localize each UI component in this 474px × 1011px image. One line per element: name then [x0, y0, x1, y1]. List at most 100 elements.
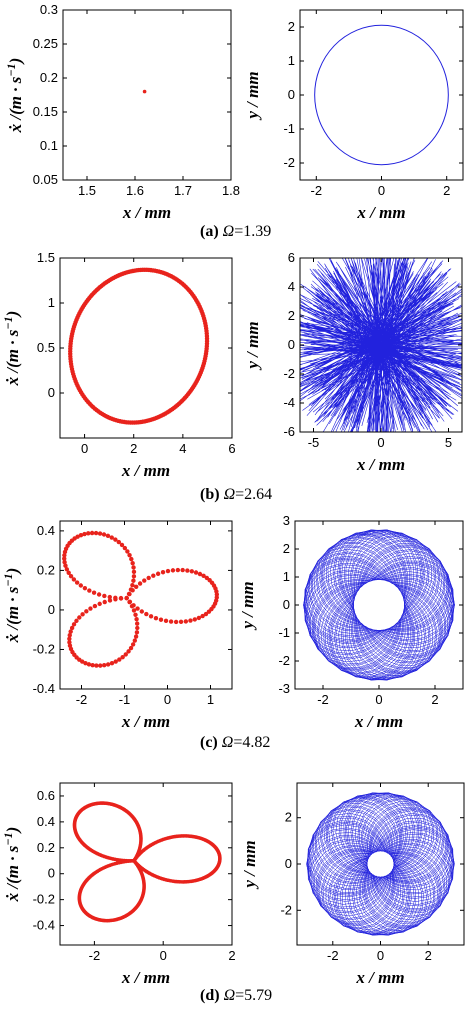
x-tick-label: 0	[81, 441, 88, 456]
data-point	[109, 535, 114, 540]
data-point	[204, 575, 210, 581]
caption-c: (c) Ω=4.82	[200, 734, 270, 751]
data-point	[142, 578, 147, 583]
x-tick-label: -2	[89, 948, 101, 963]
data-point	[113, 659, 118, 664]
caption-a-value: =1.39	[234, 223, 271, 240]
axes-frame	[299, 9, 464, 181]
y-tick-label: 0	[48, 602, 55, 617]
y-tick-label: 2	[288, 308, 295, 323]
y-tick-label: -2	[283, 366, 295, 381]
y-tick-label: 0.5	[37, 340, 55, 355]
data-point	[133, 584, 139, 589]
data-point	[62, 553, 67, 558]
data-point	[101, 532, 107, 537]
y-tick-label: 0.2	[37, 840, 55, 855]
data-point	[144, 611, 149, 617]
data-point	[130, 583, 135, 588]
data-point	[133, 634, 139, 639]
data-point	[125, 549, 130, 554]
data-point	[82, 531, 87, 537]
data-point	[94, 663, 99, 668]
caption-a-symbol: Ω	[223, 223, 235, 240]
y-tick-label: 0.05	[33, 172, 58, 187]
y-tick-label: 2	[283, 541, 290, 556]
x-tick-label: 5	[445, 435, 452, 450]
data-point	[105, 533, 111, 539]
plot-a-right	[314, 24, 449, 166]
y-tick-label: 0	[288, 87, 295, 102]
data-point	[160, 570, 166, 575]
data-point	[183, 619, 189, 624]
data-point	[113, 537, 118, 542]
data-point	[84, 609, 89, 614]
data-point	[165, 568, 171, 574]
y-tick-label: 0.1	[40, 138, 58, 153]
inner-hole	[368, 851, 393, 877]
data-point	[122, 545, 128, 551]
y-tick-label: 1	[288, 53, 295, 68]
x-tick-label: 2	[431, 692, 438, 707]
y-tick-label: 2	[288, 19, 295, 34]
data-point	[126, 591, 132, 597]
caption-c-value: =4.82	[233, 734, 270, 751]
x-tick-label: -2	[76, 692, 88, 707]
data-point	[214, 595, 219, 600]
data-point	[137, 581, 143, 586]
data-point	[102, 599, 107, 605]
axes-frame	[62, 9, 232, 181]
x-tick-label: 2	[130, 441, 137, 456]
y-tick-label: 0.4	[37, 523, 55, 538]
data-point	[131, 565, 136, 570]
svg-text:(d) Ω=5.79: (d) Ω=5.79	[200, 987, 272, 1004]
data-point	[130, 560, 135, 566]
data-point	[116, 539, 122, 545]
data-point	[62, 549, 68, 555]
c-right-ylabel: y / mm	[238, 581, 257, 630]
data-point	[133, 612, 138, 617]
x-tick-label: 0	[377, 435, 384, 450]
svg-text:(c) Ω=4.82: (c) Ω=4.82	[200, 734, 270, 751]
orbit-trajectory	[306, 792, 455, 936]
data-point	[197, 571, 203, 577]
data-point	[188, 618, 193, 623]
data-point	[201, 573, 206, 579]
caption-d-value: =5.79	[235, 987, 272, 1004]
y-tick-label: 1.5	[37, 250, 55, 265]
x-tick-label: 1.5	[78, 183, 96, 198]
plot-c-left	[62, 530, 220, 668]
b-right-xlabel: x / mm	[356, 455, 405, 474]
chart-a-right: -2 0 2 -2 -1 0 1 2 x / mm y / mm	[243, 9, 464, 222]
x-tick-label: 1.8	[222, 183, 240, 198]
data-point	[134, 630, 140, 635]
data-point	[134, 616, 139, 622]
data-point	[153, 616, 159, 621]
data-point	[128, 587, 134, 592]
data-point	[163, 618, 169, 624]
y-tick-label: -2	[283, 155, 295, 170]
plot-c-right	[303, 529, 455, 681]
data-point	[170, 568, 176, 573]
data-point	[119, 542, 125, 548]
x-tick-label: 1.6	[126, 183, 144, 198]
orbit-trajectory	[303, 529, 455, 681]
data-point	[68, 629, 73, 634]
data-point	[117, 657, 122, 662]
data-point	[92, 603, 98, 609]
axes-frame	[59, 782, 233, 946]
data-point	[155, 571, 161, 576]
data-point	[131, 574, 137, 579]
caption-b: (b) Ω=2.64	[200, 486, 272, 503]
a-left-ylabel: ẋ /(m · s−1)	[4, 58, 25, 134]
data-point	[200, 613, 205, 619]
data-point	[135, 625, 140, 631]
data-point	[130, 642, 136, 647]
b-right-ylabel: y / mm	[243, 321, 262, 370]
y-tick-label: 1	[283, 569, 290, 584]
data-point	[80, 612, 85, 617]
data-point	[189, 569, 195, 574]
y-tick-label: 0	[288, 337, 295, 352]
x-tick-label: -5	[308, 435, 320, 450]
data-point	[97, 531, 103, 536]
y-tick-label: -0.4	[33, 681, 55, 696]
